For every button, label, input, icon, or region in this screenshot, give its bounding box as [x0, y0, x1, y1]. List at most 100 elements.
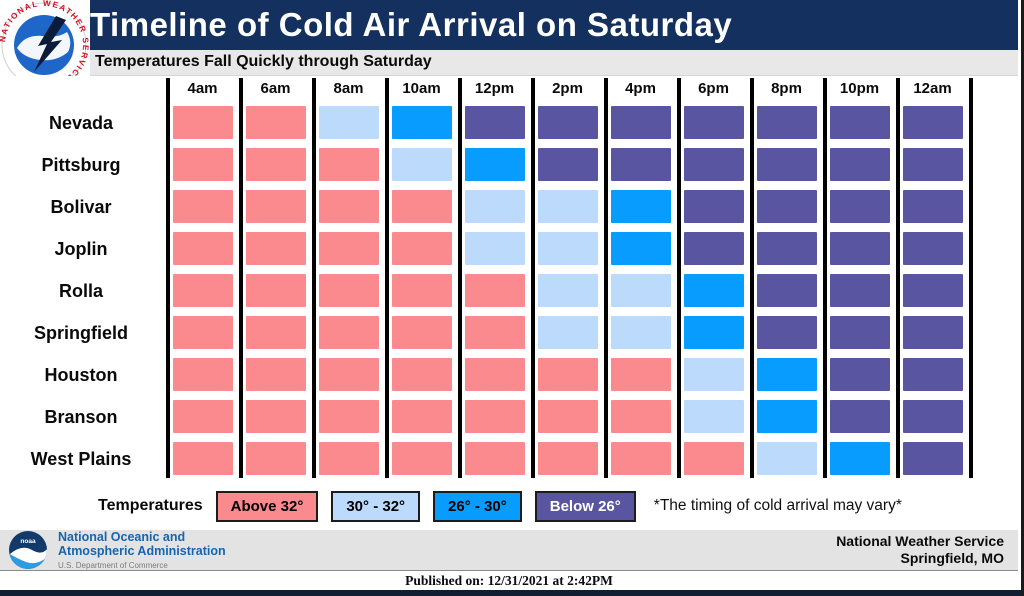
temp-cell	[611, 190, 671, 223]
temp-cell	[830, 148, 890, 181]
temp-cell	[538, 442, 598, 475]
temp-cell	[611, 274, 671, 307]
nws-logo: NATIONAL WEATHER SERVICE	[0, 0, 90, 90]
temp-cell	[319, 442, 379, 475]
temp-cell	[319, 274, 379, 307]
temp-cell	[538, 400, 598, 433]
time-label-10pm: 10pm	[839, 80, 880, 97]
noaa-logo-icon: noaa	[9, 531, 47, 569]
time-label-4am: 4am	[187, 80, 218, 97]
temp-cell	[757, 232, 817, 265]
time-label-8pm: 8pm	[771, 80, 802, 97]
temp-cell	[246, 316, 306, 349]
temp-cell	[465, 148, 525, 181]
right-edge-line	[1021, 0, 1024, 596]
temp-cell	[611, 106, 671, 139]
column-separator-line	[969, 78, 973, 478]
time-label-4pm: 4pm	[625, 80, 656, 97]
temp-cell	[465, 274, 525, 307]
temp-cell	[392, 190, 452, 223]
temp-cell	[465, 442, 525, 475]
temp-cell	[246, 232, 306, 265]
temp-cell	[246, 358, 306, 391]
temp-cell	[684, 190, 744, 223]
temp-cell	[392, 400, 452, 433]
temp-cell	[684, 106, 744, 139]
temp-cell	[392, 274, 452, 307]
legend-item: 26° - 30°	[433, 490, 522, 522]
temp-cell	[392, 442, 452, 475]
temp-cell	[757, 106, 817, 139]
temp-cell	[392, 232, 452, 265]
temp-cell	[173, 358, 233, 391]
temp-cell	[246, 442, 306, 475]
time-label-12am: 12am	[913, 80, 952, 97]
legend-item: Above 32°	[215, 490, 319, 522]
temp-cell	[173, 106, 233, 139]
temp-cell	[611, 148, 671, 181]
column-separator-line	[531, 78, 535, 478]
temp-cell	[684, 442, 744, 475]
temp-cell	[684, 148, 744, 181]
city-label-rolla: Rolla	[58, 281, 103, 301]
header-bar: Timeline of Cold Air Arrival on Saturday	[0, 0, 1018, 50]
city-label-nevada: Nevada	[48, 113, 114, 133]
temp-cell	[611, 358, 671, 391]
noaa-text-block: National Oceanic and Atmospheric Adminis…	[58, 530, 226, 570]
nws-office-line2: Springfield, MO	[900, 550, 1004, 566]
temp-cell	[830, 442, 890, 475]
temp-cell	[757, 190, 817, 223]
temp-cell	[903, 358, 963, 391]
right-edge-gap	[1018, 0, 1021, 590]
noaa-line1: National Oceanic and	[58, 530, 186, 545]
temp-cell	[465, 106, 525, 139]
nws-logo-lightning-icon	[34, 16, 66, 72]
temp-cell	[392, 316, 452, 349]
time-label-6am: 6am	[260, 80, 291, 97]
temp-cell	[246, 190, 306, 223]
temp-cell	[319, 148, 379, 181]
temp-cell	[903, 442, 963, 475]
temp-cell	[392, 106, 452, 139]
column-separator-line	[166, 78, 170, 478]
column-separator-line	[239, 78, 243, 478]
time-label-2pm: 2pm	[552, 80, 583, 97]
time-label-8am: 8am	[333, 80, 364, 97]
city-label-pittsburg: Pittsburg	[41, 155, 121, 175]
column-separator-line	[896, 78, 900, 478]
temp-cell	[392, 148, 452, 181]
temp-cell	[611, 400, 671, 433]
temp-cell	[684, 400, 744, 433]
temp-cell	[903, 274, 963, 307]
temp-cell	[173, 190, 233, 223]
temp-cell	[757, 274, 817, 307]
bottom-accent-bar	[0, 590, 1024, 596]
temp-cell	[830, 358, 890, 391]
timeline-chart: 4am 6am 8am 10am 12pm 2pm 4pm 6pm 8pm 10pm 12am Nev…	[0, 76, 1018, 480]
temp-cell	[830, 106, 890, 139]
column-separator-line	[312, 78, 316, 478]
city-label-houston: Houston	[44, 365, 118, 385]
temp-cell	[319, 316, 379, 349]
temp-cell	[319, 106, 379, 139]
column-separator-line	[604, 78, 608, 478]
temp-cell	[173, 442, 233, 475]
temp-cell	[173, 232, 233, 265]
city-label-joplin: Joplin	[54, 239, 108, 259]
temp-cell	[757, 358, 817, 391]
temp-cell	[684, 358, 744, 391]
temp-cell	[246, 148, 306, 181]
temp-cell	[538, 190, 598, 223]
city-label-west-plains: West Plains	[30, 449, 132, 469]
temp-cell	[684, 232, 744, 265]
noaa-line2: Atmospheric Administration	[58, 544, 226, 559]
time-label-10am: 10am	[402, 80, 441, 97]
legend-item: 30° - 32°	[331, 490, 421, 522]
legend-items: Above 32° 30° - 32° 26° - 30° Below 26°	[203, 490, 636, 522]
temp-cell	[173, 400, 233, 433]
time-label-6pm: 6pm	[698, 80, 729, 97]
column-separator-line	[677, 78, 681, 478]
published-bar: Published on: 12/31/2021 at 2:42PM	[0, 570, 1018, 591]
temp-cell	[173, 316, 233, 349]
nws-office-block: National Weather Service Springfield, MO	[836, 533, 1004, 568]
